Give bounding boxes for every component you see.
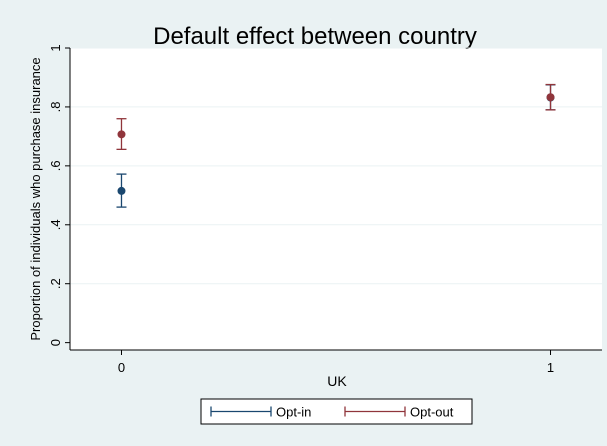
y-tick-label: .2 [48, 278, 63, 289]
x-axis-label: UK [327, 373, 347, 389]
data-marks [116, 83, 556, 208]
x-tick-label: 1 [547, 360, 554, 375]
y-tick-label: .4 [48, 219, 63, 230]
data-point [117, 130, 126, 139]
y-tick-label: 0 [48, 339, 63, 346]
y-axis-label: Proportion of individuals who purchase i… [28, 57, 43, 340]
y-tick-label: 1 [48, 44, 63, 51]
legend: Opt-in Opt-out [200, 398, 473, 425]
legend-label: Opt-in [276, 405, 311, 420]
plot-area [70, 48, 602, 350]
legend-label: Opt-out [410, 405, 454, 420]
grid-lines [70, 47, 602, 285]
chart-title: Default effect between country [153, 23, 477, 50]
x-tick-label: 0 [118, 360, 125, 375]
data-point [546, 93, 555, 102]
legend-items: Opt-in Opt-out [210, 405, 454, 420]
data-point [117, 186, 126, 195]
y-tick-label: .8 [48, 102, 63, 113]
y-tick-label: .6 [48, 160, 63, 171]
y-ticks: 0 .2 .4 .6 .8 1 [48, 44, 70, 346]
